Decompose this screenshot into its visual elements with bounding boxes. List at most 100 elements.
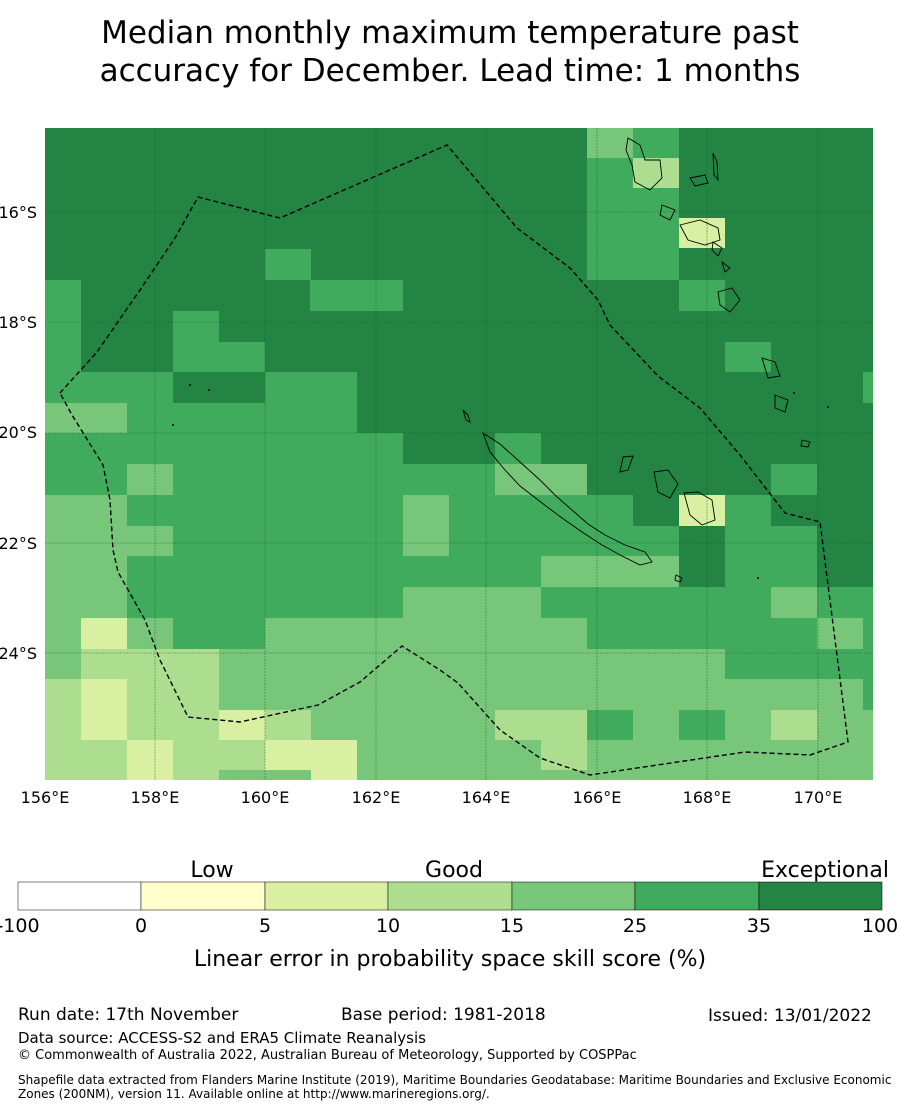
grid-cell [633,158,679,188]
grid-cell [311,710,495,740]
grid-cell [541,556,679,587]
colorbar-swatch-4 [387,881,513,911]
grid-cell [679,218,725,248]
grid-cell [817,526,873,556]
grid-cell [771,464,817,495]
grid-cell [863,403,873,433]
colorbar-tick-100: 100 [862,915,898,937]
new-caledonia-outline [482,431,653,566]
grid-cell [541,740,587,770]
grid-cell [173,372,265,403]
colorbar [17,881,883,911]
colorbar-swatch-1 [17,881,142,911]
vanuatu-espiritu-santo [625,137,663,191]
grid-cell [173,342,265,372]
lat-label-24s: 24°S [0,644,37,663]
legend-category-low: Low [190,858,233,883]
colorbar-tick-0: 0 [135,915,147,937]
grid-cell [45,526,173,556]
grid-cell [265,618,587,649]
colorbar-tick-5: 5 [259,915,271,937]
grid-cell [771,495,873,526]
small-islets [172,384,829,579]
grid-cell [81,280,310,311]
lat-label-22s: 22°S [0,534,37,553]
grid-cell [357,372,863,433]
grid-cell [219,679,863,710]
colorbar-tick-25: 25 [623,915,647,937]
grid-cell [81,311,173,342]
grid-cell [817,618,863,649]
grid-cell [541,587,771,618]
lon-label-162e: 162°E [352,788,401,807]
grid-cell [219,311,873,342]
grid-cell [679,495,725,526]
colorbar-tick-15: 15 [500,915,524,937]
grid-cell [45,618,81,649]
lat-label-16s: 16°S [0,203,37,222]
grid-cell [725,649,873,679]
coastlines [462,137,811,583]
grid-cell [587,710,633,740]
grid-cell [81,649,219,679]
colorbar-tick-10: 10 [376,915,400,937]
grid-cell [45,556,127,587]
grid-cell [725,526,817,556]
grid-cell [81,342,173,372]
grid-cell [173,770,219,780]
colorbar-tick-35: 35 [747,915,771,937]
grid-cell [81,679,127,740]
colorbar-label: Linear error in probability space skill … [194,947,706,972]
grid-cell [403,495,449,556]
lon-label-164e: 164°E [462,788,511,807]
grid-cell [587,740,873,780]
title-line-2: accuracy for December. Lead time: 1 mont… [99,53,801,89]
grid-cell [633,128,679,158]
grid-cell [45,649,81,679]
grid-cell [45,128,587,280]
lon-label-158e: 158°E [131,788,180,807]
grid-cell [725,342,771,372]
legend-category-good: Good [425,858,483,883]
lon-label-160e: 160°E [241,788,290,807]
grid-cell [357,740,541,780]
grid-cell [725,710,771,740]
grid-cell [403,587,541,618]
grid-cell [771,342,873,372]
grid-cell [725,556,817,587]
lon-label-156e: 156°E [21,788,70,807]
grid-cell [679,710,725,740]
grid-cell [541,770,587,780]
map-title: Median monthly maximum temperature past … [0,14,900,90]
data-source: Data source: ACCESS-S2 and ERA5 Climate … [18,1029,426,1047]
grid-cell [725,495,771,526]
grid-cell [45,740,127,780]
issued-date: Issued: 13/01/2022 [708,1006,872,1026]
grid-cell [219,710,265,740]
colorbar-swatch-2 [140,881,266,911]
grid-cell [265,372,357,403]
grid-cell [679,128,873,280]
grid-cell [45,495,127,526]
grid-cell [633,710,679,740]
grid-cell [173,311,219,342]
grid-cell [45,679,81,740]
skill-grid [45,128,873,780]
colorbar-swatch-5 [511,881,636,911]
grid-cell [265,710,311,740]
grid-cell [817,587,873,618]
grid-cell [45,433,403,464]
grid-cell [817,556,873,587]
grid-cell [173,464,495,495]
grid-cell [219,649,725,679]
loyalty-islands [619,455,634,473]
grid-cell [587,464,771,495]
lat-label-20s: 20°S [0,423,37,442]
legend-category-exceptional: Exceptional [761,858,889,883]
grid-cell [495,710,587,740]
lon-label-166e: 166°E [573,788,622,807]
grid-cell [403,280,679,311]
grid-cell [633,495,679,526]
lon-label-170e: 170°E [794,788,843,807]
